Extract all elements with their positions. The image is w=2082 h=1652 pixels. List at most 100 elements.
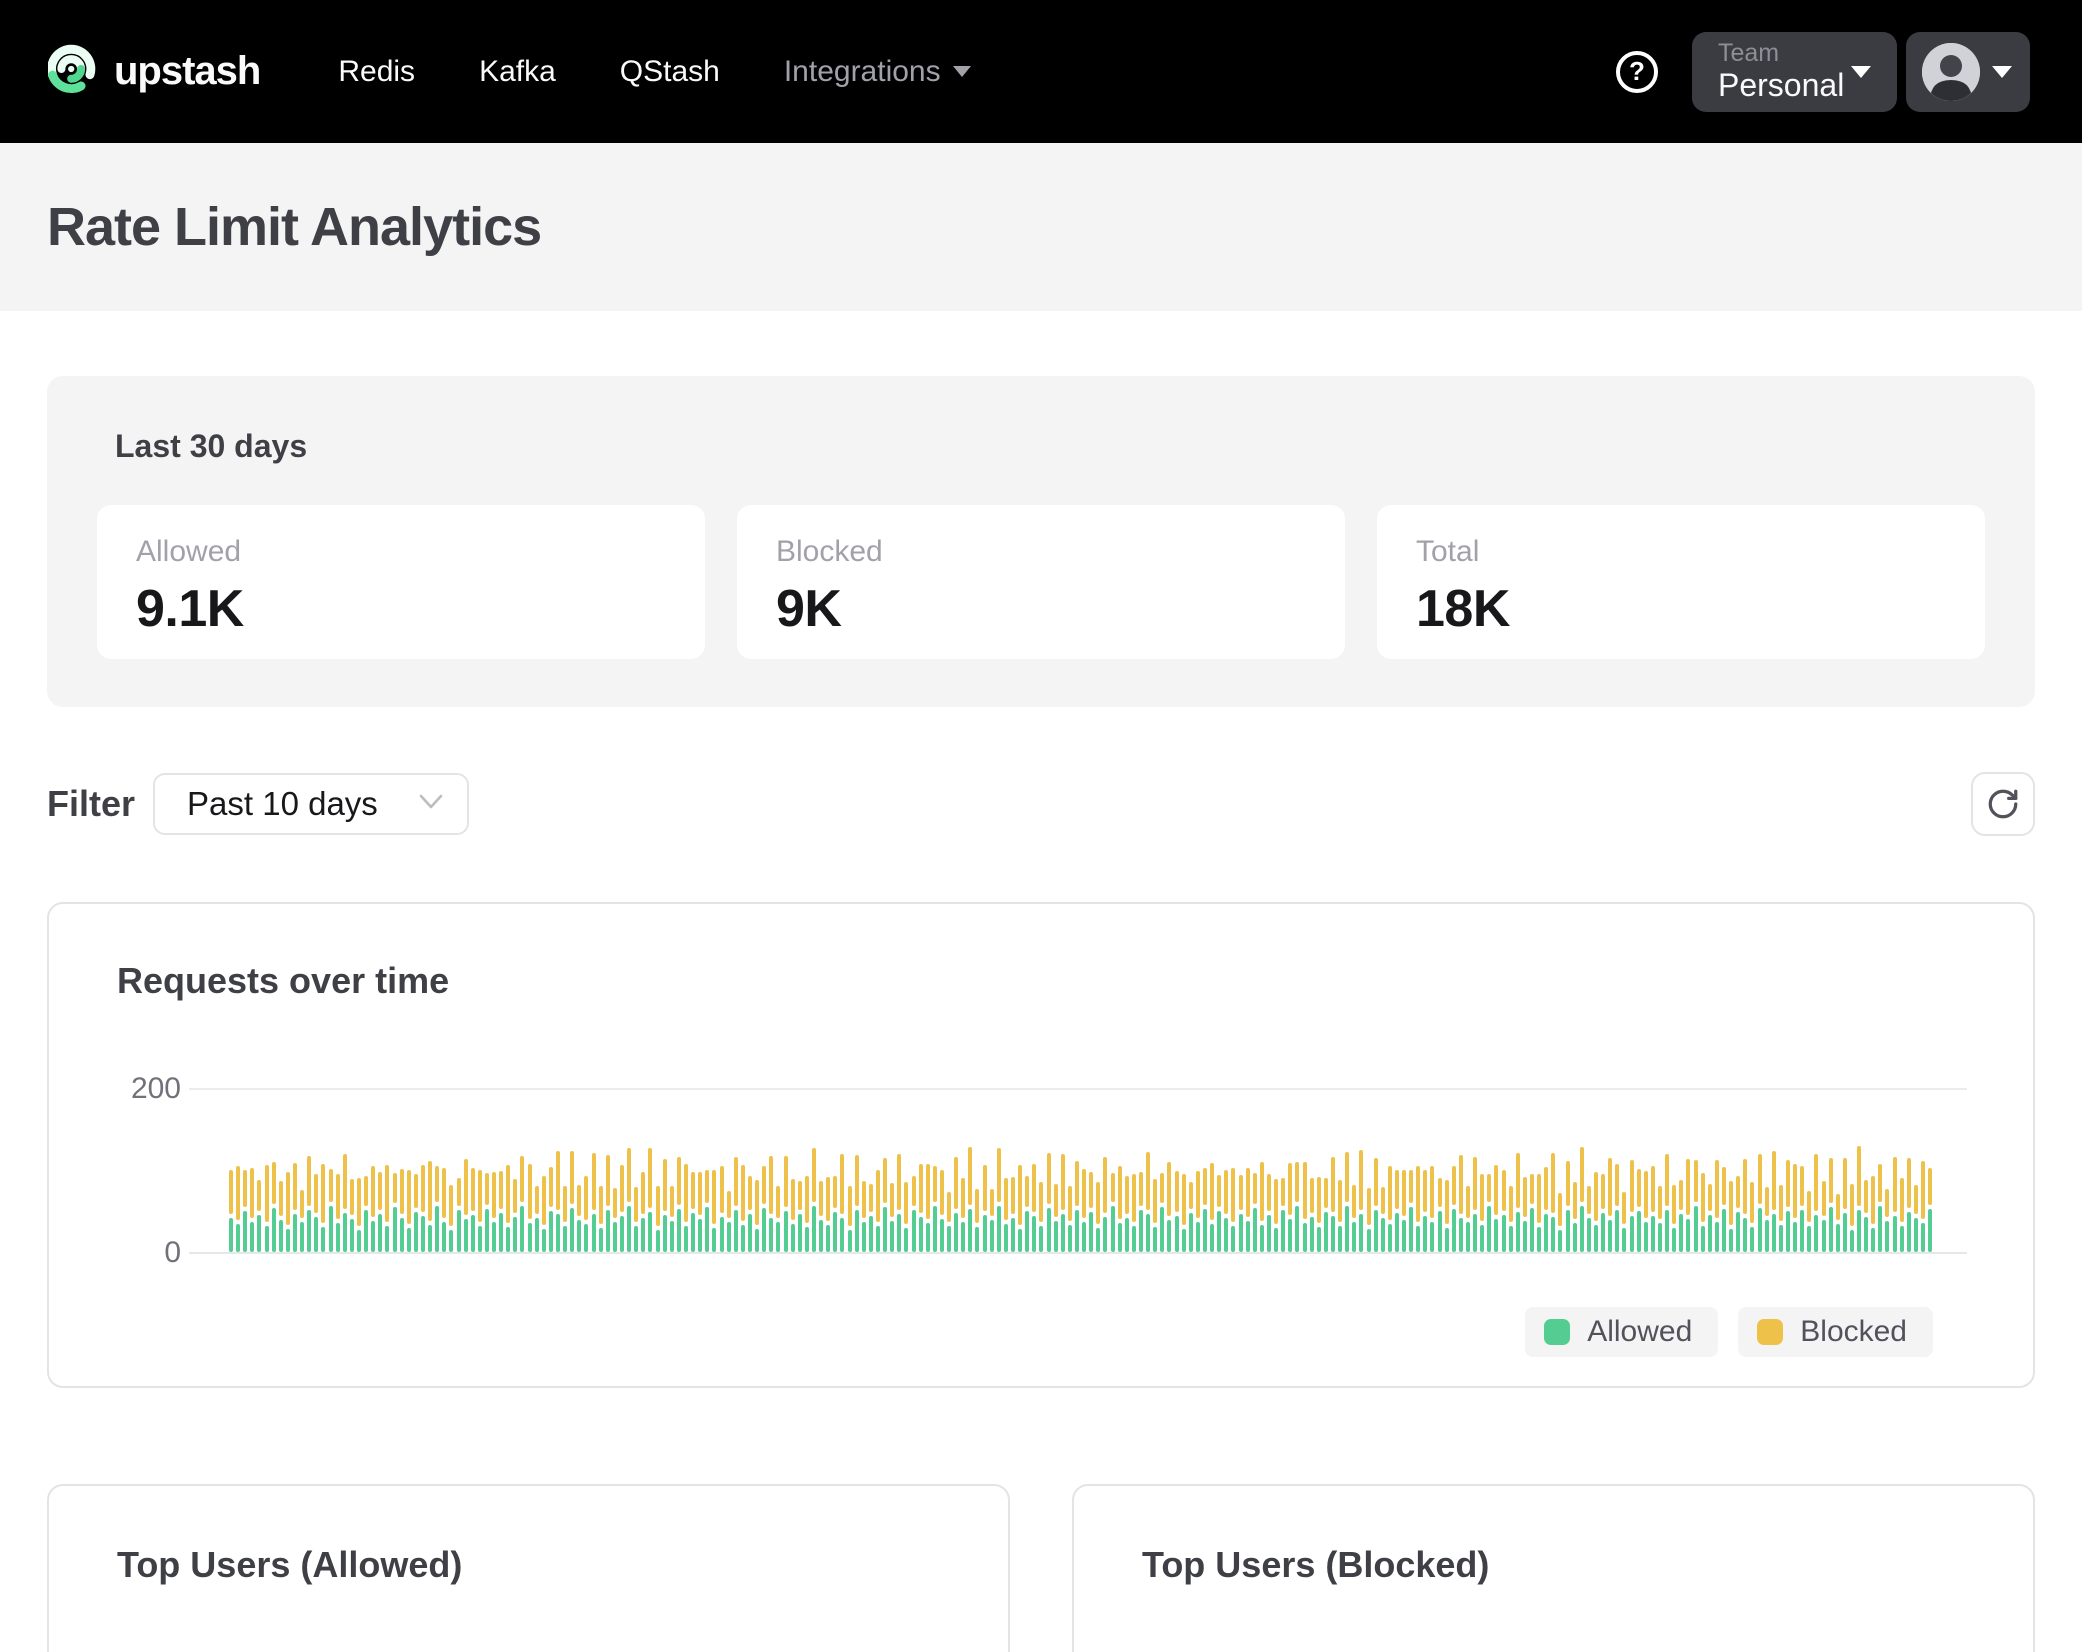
bar bbox=[1224, 1170, 1228, 1252]
bar bbox=[769, 1156, 773, 1252]
brand-name: upstash bbox=[114, 49, 260, 94]
bar bbox=[1544, 1167, 1548, 1252]
bar bbox=[1658, 1186, 1662, 1252]
bar bbox=[563, 1186, 567, 1252]
bar bbox=[393, 1173, 397, 1252]
bar bbox=[357, 1178, 361, 1252]
help-icon[interactable]: ? bbox=[1616, 51, 1658, 93]
time-range-select[interactable]: Past 10 days bbox=[153, 773, 469, 835]
bar bbox=[457, 1178, 461, 1252]
legend-item-allowed[interactable]: Allowed bbox=[1525, 1307, 1718, 1357]
chart-plot-area[interactable] bbox=[229, 1132, 1935, 1252]
user-menu[interactable] bbox=[1906, 32, 2030, 112]
bar bbox=[1395, 1170, 1399, 1252]
bar bbox=[1210, 1163, 1214, 1252]
bottom-row: Top Users (Allowed) Top Users (Blocked) bbox=[47, 1484, 2035, 1652]
top-users-allowed-card: Top Users (Allowed) bbox=[47, 1484, 1010, 1652]
bar bbox=[819, 1181, 823, 1252]
bar bbox=[698, 1172, 702, 1252]
bar bbox=[1345, 1152, 1349, 1252]
bar bbox=[1651, 1166, 1655, 1252]
bar bbox=[1921, 1161, 1925, 1252]
nav-link-integrations[interactable]: Integrations bbox=[784, 55, 971, 89]
bar bbox=[968, 1147, 972, 1252]
bar bbox=[656, 1186, 660, 1252]
bar bbox=[321, 1164, 325, 1252]
title-band: Rate Limit Analytics bbox=[0, 143, 2082, 311]
bar bbox=[1274, 1179, 1278, 1252]
bar bbox=[805, 1176, 809, 1252]
bar bbox=[1203, 1168, 1207, 1252]
nav-link-redis[interactable]: Redis bbox=[338, 55, 415, 89]
nav-link-kafka[interactable]: Kafka bbox=[479, 55, 556, 89]
bar bbox=[1537, 1174, 1541, 1252]
chevron-down-icon bbox=[417, 792, 445, 817]
legend-item-blocked[interactable]: Blocked bbox=[1738, 1307, 1933, 1357]
bar bbox=[1637, 1169, 1641, 1252]
bar bbox=[1516, 1153, 1520, 1252]
bar bbox=[592, 1153, 596, 1252]
bar bbox=[1686, 1159, 1690, 1252]
bar bbox=[833, 1176, 837, 1252]
bar bbox=[1239, 1175, 1243, 1252]
bar bbox=[1196, 1171, 1200, 1252]
bar bbox=[243, 1170, 247, 1252]
bar bbox=[919, 1164, 923, 1252]
bar bbox=[400, 1169, 404, 1252]
bar bbox=[1459, 1155, 1463, 1252]
bar bbox=[1800, 1166, 1804, 1252]
bar bbox=[798, 1181, 802, 1252]
bar bbox=[257, 1180, 261, 1252]
bar bbox=[1594, 1172, 1598, 1252]
bar bbox=[1665, 1154, 1669, 1252]
bar bbox=[1118, 1166, 1122, 1252]
bar bbox=[1068, 1186, 1072, 1252]
bar bbox=[1829, 1158, 1833, 1252]
bar bbox=[1551, 1153, 1555, 1252]
bar bbox=[1786, 1160, 1790, 1252]
bar bbox=[499, 1171, 503, 1252]
bar bbox=[897, 1154, 901, 1252]
bar bbox=[1146, 1152, 1150, 1252]
bar bbox=[862, 1181, 866, 1252]
bar bbox=[485, 1173, 489, 1252]
refresh-button[interactable] bbox=[1971, 772, 2035, 836]
bar bbox=[1359, 1150, 1363, 1252]
nav-right: ? Team Personal bbox=[1616, 32, 2030, 112]
card-title: Top Users (Blocked) bbox=[1142, 1544, 2033, 1586]
bar bbox=[1025, 1176, 1029, 1252]
legend-label: Allowed bbox=[1587, 1315, 1692, 1349]
gridline-0 bbox=[117, 1252, 1967, 1254]
y-axis-tick-0: 0 bbox=[89, 1233, 189, 1273]
bar bbox=[1231, 1168, 1235, 1252]
bar bbox=[1004, 1178, 1008, 1252]
chart-title: Requests over time bbox=[117, 960, 449, 1002]
bar bbox=[1580, 1147, 1584, 1252]
bar bbox=[748, 1176, 752, 1252]
bar bbox=[279, 1181, 283, 1252]
gridline-200 bbox=[117, 1088, 1967, 1090]
bar bbox=[904, 1182, 908, 1252]
upstash-brand[interactable]: upstash bbox=[48, 37, 260, 106]
bar bbox=[1530, 1174, 1534, 1252]
bar bbox=[1217, 1175, 1221, 1252]
bar bbox=[471, 1168, 475, 1252]
bar bbox=[1182, 1174, 1186, 1252]
bar bbox=[1416, 1166, 1420, 1252]
account-controls: Team Personal bbox=[1692, 32, 2030, 112]
bar bbox=[606, 1155, 610, 1252]
bar bbox=[1715, 1160, 1719, 1252]
bar bbox=[1160, 1173, 1164, 1252]
bar bbox=[1907, 1158, 1911, 1252]
bar bbox=[1679, 1180, 1683, 1252]
bar bbox=[1708, 1184, 1712, 1252]
team-selector[interactable]: Team Personal bbox=[1692, 32, 1897, 112]
bar bbox=[1573, 1182, 1577, 1252]
bar bbox=[1885, 1189, 1889, 1252]
bar bbox=[784, 1156, 788, 1252]
nav-link-qstash[interactable]: QStash bbox=[620, 55, 720, 89]
legend-label: Blocked bbox=[1800, 1315, 1907, 1349]
bar bbox=[983, 1165, 987, 1252]
bar bbox=[876, 1170, 880, 1252]
bar bbox=[727, 1191, 731, 1252]
